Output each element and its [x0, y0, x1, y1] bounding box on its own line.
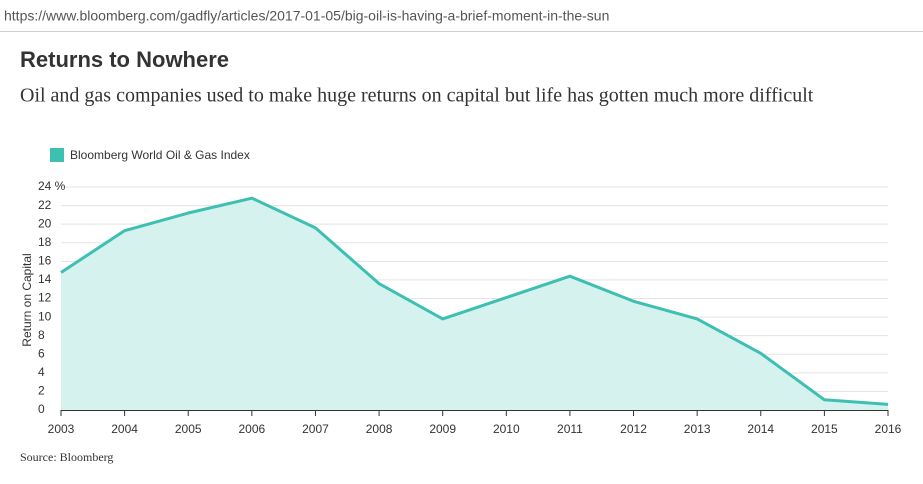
x-tick-label: 2014: [747, 422, 774, 436]
y-tick-label: 6: [38, 346, 45, 360]
y-tick-label: 16: [38, 254, 52, 268]
y-tick-label: 0: [38, 402, 45, 416]
y-tick-label: 12: [38, 291, 52, 305]
x-tick-label: 2007: [302, 422, 329, 436]
y-tick-label: 20: [38, 216, 52, 230]
address-bar: [0, 0, 923, 32]
chart-title: Returns to Nowhere: [20, 47, 229, 72]
line: [60, 196, 889, 406]
x-tick-label: 2006: [238, 422, 265, 436]
y-tick-label: 22: [38, 198, 52, 212]
x-tick-label: 2004: [111, 422, 138, 436]
legend-label: Bloomberg World Oil & Gas Index: [70, 148, 250, 162]
y-tick-label: 14: [38, 272, 52, 286]
x-tick-label: 2016: [875, 422, 902, 436]
chart-subtitle: Oil and gas companies used to make huge …: [20, 85, 814, 107]
x-tick-label: 2013: [684, 422, 711, 436]
y-tick-label: 18: [38, 235, 52, 249]
source: Source: Bloomberg: [20, 450, 113, 464]
y-tick-label: 24 %: [38, 179, 66, 193]
x-tick-label: 2008: [366, 422, 393, 436]
y-tick-label: 2: [38, 384, 45, 398]
x-tick-label: 2003: [48, 422, 75, 436]
y-axis-label: Return on Capital: [20, 253, 34, 346]
x-tick-label: 2009: [429, 422, 456, 436]
x-tick-label: 2011: [557, 422, 583, 436]
y-tick-label: 4: [38, 365, 45, 379]
area: [61, 198, 888, 410]
x-tick-label: 2015: [811, 422, 838, 436]
x-tick-label: 2010: [493, 422, 520, 436]
x-tick-label: 2005: [175, 422, 202, 436]
legend-swatch: [50, 148, 64, 162]
y-tick-label: 8: [38, 328, 45, 342]
x-tick-label: 2012: [620, 422, 647, 436]
url[interactable]: https://www.bloomberg.com/gadfly/article…: [4, 8, 609, 24]
y-tick-label: 10: [38, 309, 52, 323]
